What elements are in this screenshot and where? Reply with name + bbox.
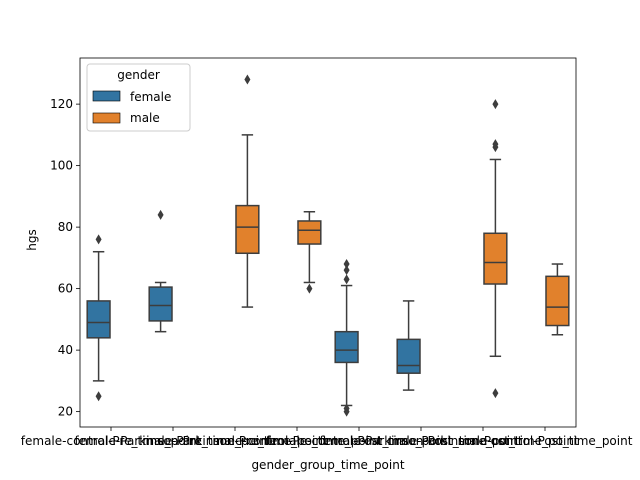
outlier-point (343, 403, 350, 414)
x-tick-label: female-control-Pre_time_point (21, 434, 202, 448)
x-tick-label: male-control-Post_time_point (458, 434, 633, 448)
outlier-point (95, 234, 102, 245)
x-tick-label: female-Parkinson-Pre_time_point (75, 434, 272, 448)
outlier-point (244, 74, 251, 85)
outlier-point (95, 391, 102, 402)
plot-frame (79, 57, 577, 428)
box-male (297, 220, 322, 245)
y-tick-label: 80 (58, 220, 73, 234)
x-axis-label: gender_group_time_point (251, 458, 404, 472)
plot-area: 20 40 60 80 100 120 female-control-Pre_time_po… (21, 57, 633, 448)
y-tick-label: 40 (58, 343, 73, 357)
box-male (545, 275, 570, 327)
box-male (483, 232, 508, 285)
x-tick-label: female-control-Post_time_point (266, 434, 453, 448)
y-tick-label: 20 (58, 405, 73, 419)
y-tick-label: 120 (50, 97, 73, 111)
outlier-point (492, 388, 499, 399)
y-axis-label: hgs (25, 229, 39, 250)
box-female (86, 300, 111, 339)
x-tick-label: female-Parkinson-Post_time_point (320, 434, 523, 448)
legend: gender female male (86, 63, 191, 132)
outlier-point (157, 209, 164, 220)
outlier-point (492, 139, 499, 150)
outlier-point (492, 99, 499, 110)
x-tick-label: male-Parkinson-Pre_time_point (142, 434, 328, 448)
outlier-point (306, 283, 313, 294)
box-female (396, 338, 421, 374)
legend-title: gender (117, 68, 160, 82)
legend-swatch-male (92, 112, 121, 124)
outlier-point (343, 265, 350, 276)
x-tick-label: male-control-Pre_time_point (213, 434, 382, 448)
legend-label-male: male (130, 111, 160, 125)
outlier-point (343, 259, 350, 270)
box-female (148, 286, 173, 322)
x-tick-label: male-Parkinson-Post_time_point (387, 434, 579, 448)
box-male (235, 204, 260, 255)
y-tick-label: 100 (50, 159, 73, 173)
legend-label-female: female (130, 90, 171, 104)
y-tick-label: 60 (58, 282, 73, 296)
box-female (334, 330, 359, 364)
outlier-point (343, 274, 350, 285)
legend-swatch-female (92, 90, 121, 102)
